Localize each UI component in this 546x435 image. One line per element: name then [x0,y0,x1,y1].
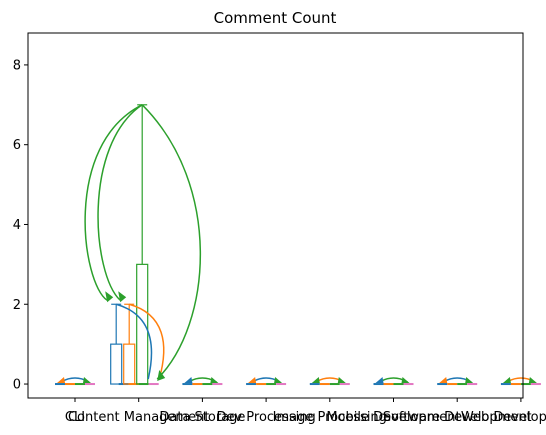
bar-series0-content-management [110,343,123,385]
plot-area-frame [27,32,524,399]
y-tick-label-0: 0 [13,378,21,393]
y-tick-label-6: 6 [13,138,21,153]
arrow-glyph [337,377,346,384]
x-tick-label-5: Mobile Development [326,410,460,425]
arrow-glyph [311,377,320,384]
y-tick-label-2: 2 [13,298,21,313]
arrow-glyph [83,377,91,384]
curve-arrow-series1 [128,303,165,380]
arrow-glyph [401,377,410,384]
x-tick-label-6: Software Development [383,410,532,425]
x-tick-label-4: Image Processing [273,410,387,425]
x-tick-label-2: Data Storage [159,410,245,425]
arrow-glyph [465,377,474,384]
curve-arrow-left-inner [97,104,143,301]
y-tick-label-8: 8 [13,58,21,73]
y-tick-label-4: 4 [13,218,21,233]
arrow-glyph [184,377,193,384]
arrow-glyph [502,377,511,384]
curve-arrow-right [141,104,202,380]
x-tick-label-3: Dev Processing [216,410,315,425]
x-tick-label-1: Content Management [68,410,209,425]
x-tick-label-7: Web Development [461,410,546,425]
x-tick-label-0: CLI [65,410,85,425]
curve-arrow-left-outer [84,104,143,301]
arrowhead [157,370,166,382]
arrow-glyph [210,377,219,384]
bar-series2-content-management [136,263,149,385]
arrow-glyph [274,377,283,384]
curve-arrow-series0 [115,303,153,380]
arrow-glyph [439,377,448,384]
arrow-glyph [528,377,537,384]
arrowhead [118,291,127,303]
bar-series1-content-management [123,343,136,385]
arrow-glyph [57,377,65,384]
arrow-glyph [248,377,257,384]
chart-title: Comment Count [214,9,337,27]
arrowhead [105,291,114,303]
arrow-glyph [375,377,384,384]
